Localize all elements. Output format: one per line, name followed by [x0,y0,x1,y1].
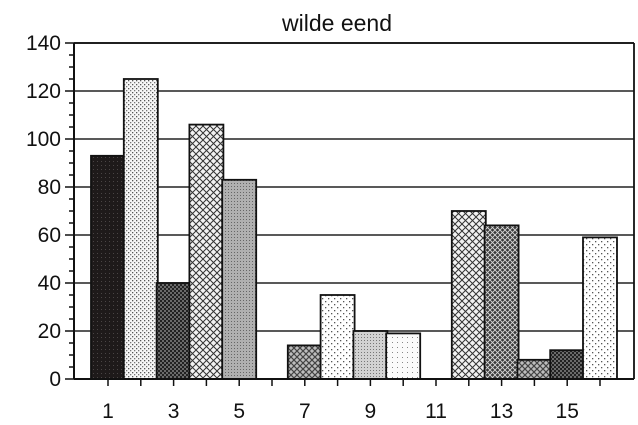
x-tick-label-9: 9 [365,400,377,423]
bar-14 [516,358,553,380]
bar-12 [450,210,487,380]
x-tick-label-1: 1 [102,400,114,423]
bar-10 [385,332,422,380]
y-tick-label-80: 80 [38,176,61,199]
axes [73,42,635,380]
y-tick-label-0: 0 [49,368,61,391]
bar-4 [188,123,225,380]
y-tick-label-140: 140 [26,32,61,55]
y-tick-label-60: 60 [38,224,61,247]
bar-15 [549,349,586,380]
x-tick-label-3: 3 [168,400,180,423]
bar-3 [155,282,192,380]
chart-title: wilde eend [281,10,392,36]
x-tick-label-7: 7 [299,400,311,423]
bar-13 [483,224,520,380]
x-axis-ticks: 1 3 5 7 9 11 13 15 [102,379,601,423]
bar-5 [221,178,258,380]
y-tick-label-120: 120 [26,80,61,103]
y-tick-label-100: 100 [26,128,61,151]
bar-9 [352,330,389,380]
bar-1 [90,154,126,380]
bar-2 [122,78,159,380]
y-tick-label-20: 20 [38,320,61,343]
x-tick-label-15: 15 [556,400,579,423]
x-tick-label-11: 11 [425,400,447,423]
x-tick-label-5: 5 [233,400,245,423]
y-axis-ticks: 0 20 40 60 80 100 120 140 [26,32,74,391]
bars [90,78,618,380]
x-tick-label-13: 13 [490,400,513,423]
bar-7 [286,344,323,380]
bar-8 [319,294,356,380]
y-tick-label-40: 40 [38,272,61,295]
bar-16 [582,236,618,380]
